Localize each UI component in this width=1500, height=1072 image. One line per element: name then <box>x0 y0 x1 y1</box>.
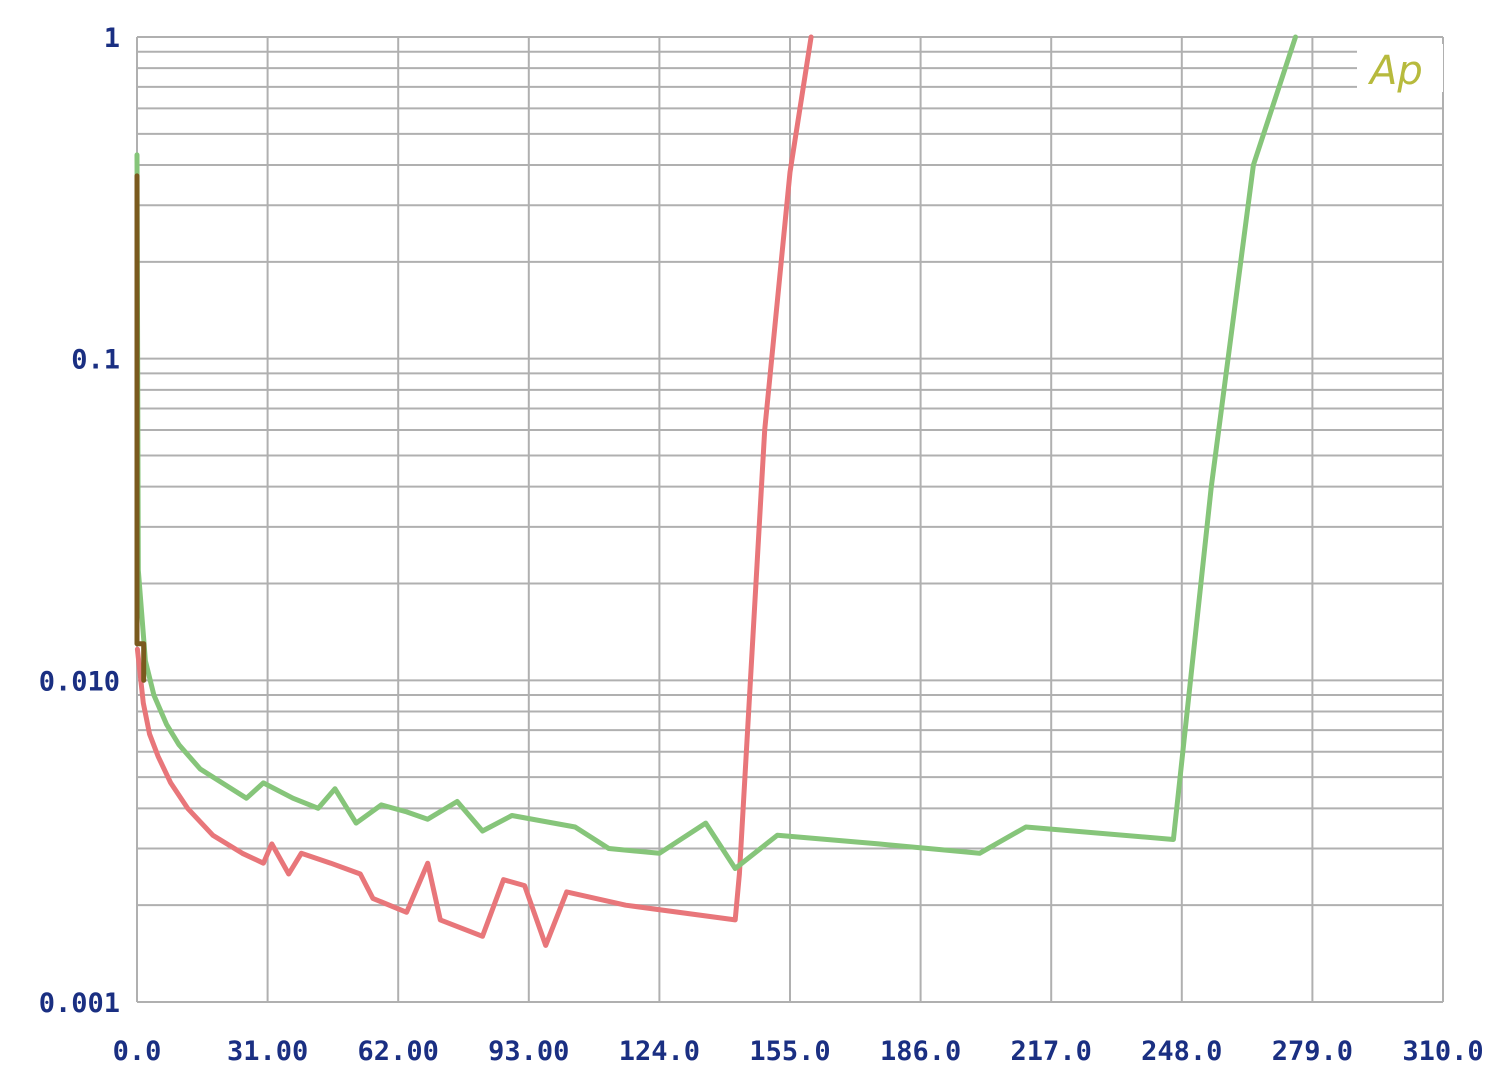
logo: Ap <box>1367 48 1423 94</box>
x-tick-label: 310.0 <box>1402 1036 1483 1067</box>
x-tick-label: 31.00 <box>227 1036 308 1067</box>
y-tick-label: 0.010 <box>39 666 120 697</box>
grid <box>136 36 1444 1003</box>
axis-labels: 0.0 31.00 62.00 93.00 124.0 155.0 186.0 217.0 24… <box>39 23 1484 1067</box>
series-line-2 <box>134 34 1298 871</box>
y-tick-label: 0.1 <box>71 345 120 376</box>
series-line-3 <box>134 173 147 683</box>
x-tick-label: 124.0 <box>619 1036 700 1067</box>
x-tick-label: 248.0 <box>1141 1036 1222 1067</box>
x-tick-label: 279.0 <box>1272 1036 1353 1067</box>
x-tick-label: 155.0 <box>749 1036 830 1067</box>
x-tick-label: 0.0 <box>113 1036 162 1067</box>
y-tick-label: 0.001 <box>39 988 120 1019</box>
series-line-1 <box>134 34 814 948</box>
data-series <box>134 34 1298 948</box>
x-tick-label: 93.00 <box>488 1036 569 1067</box>
ap-logo: Ap <box>1367 48 1423 94</box>
y-tick-label: 1 <box>104 23 120 54</box>
x-tick-label: 186.0 <box>880 1036 961 1067</box>
logo-backdrop <box>1357 44 1443 92</box>
x-tick-label: 62.00 <box>358 1036 439 1067</box>
x-tick-label: 217.0 <box>1011 1036 1092 1067</box>
